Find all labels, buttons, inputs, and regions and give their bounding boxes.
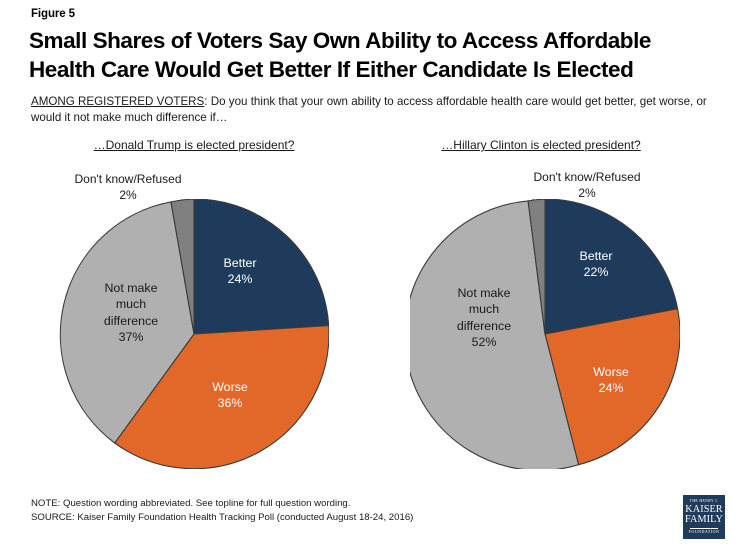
pie-chart-trump-svg — [59, 199, 329, 469]
question-subhead: AMONG REGISTERED VOTERS: Do you think th… — [31, 94, 713, 127]
slice-label-trump-no-difference-line2: much — [115, 297, 147, 312]
slice-label-clinton-no-difference: Not make much difference 52% — [436, 285, 532, 351]
slice-label-clinton-worse-value: 24% — [598, 381, 624, 396]
slice-label-clinton-no-difference-line3: difference — [456, 318, 512, 333]
slice-label-clinton-better-name: Better — [579, 249, 613, 263]
slice-label-clinton-better: Better 22% — [552, 248, 640, 281]
pie-slice-clinton-better — [544, 199, 679, 335]
slice-label-trump-better-name: Better — [223, 256, 257, 270]
slice-label-clinton-no-difference-line1: Not make — [457, 286, 511, 300]
dont-know-value-clinton: 2% — [578, 185, 596, 200]
logo-line-3: FAMILY — [685, 514, 723, 526]
logo-line-2: KAISER — [685, 503, 723, 515]
logo-divider — [690, 527, 718, 529]
slice-label-trump-worse: Worse 36% — [186, 379, 274, 412]
slice-label-clinton-no-difference-value: 52% — [471, 335, 497, 350]
slice-label-trump-worse-name: Worse — [212, 380, 248, 394]
pie-chart-clinton-svg — [410, 199, 680, 469]
logo-line-4: FOUNDATION — [688, 529, 720, 534]
source-text: SOURCE: Kaiser Family Foundation Health … — [31, 511, 414, 523]
slice-label-trump-no-difference-value: 37% — [118, 330, 144, 345]
pie-chart-clinton — [410, 199, 680, 469]
pie-slice-trump-better — [193, 199, 329, 335]
pie-slice-trump-worse — [113, 325, 329, 469]
footnotes: NOTE: Question wording abbreviated. See … — [31, 497, 413, 524]
slice-label-trump-no-difference: Not make much difference 37% — [83, 280, 179, 346]
panel-title-trump: …Donald Trump is elected president? — [93, 138, 295, 152]
pie-slice-trump-no-difference — [59, 201, 195, 444]
panel-title-clinton: …Hillary Clinton is elected president? — [441, 138, 641, 152]
question-text: : Do you think that your own ability to … — [31, 95, 707, 125]
pie-slice-clinton-dont-know — [527, 199, 546, 335]
pie-chart-trump — [59, 199, 329, 469]
slice-label-clinton-worse-name: Worse — [593, 365, 629, 379]
slice-label-trump-no-difference-line1: Not make — [104, 281, 158, 295]
dont-know-label-trump-text: Don't know/Refused — [74, 172, 182, 186]
slice-label-clinton-worse: Worse 24% — [567, 364, 655, 397]
dont-know-label-trump: Don't know/Refused 2% — [57, 172, 199, 203]
slice-label-trump-worse-value: 36% — [217, 396, 243, 411]
dont-know-value-trump: 2% — [119, 187, 137, 202]
slice-label-trump-better-value: 24% — [227, 272, 253, 287]
slice-label-trump-better: Better 24% — [196, 255, 284, 288]
slice-label-clinton-no-difference-line2: much — [468, 302, 500, 317]
among-registered-voters-label: AMONG REGISTERED VOTERS — [31, 95, 205, 108]
page-title: Small Shares of Voters Say Own Ability t… — [29, 28, 651, 83]
slice-label-trump-no-difference-line3: difference — [103, 313, 159, 328]
dont-know-label-clinton-text: Don't know/Refused — [533, 170, 641, 184]
kaiser-family-foundation-logo: THE HENRY J. KAISER FAMILY FOUNDATION — [683, 495, 725, 539]
pie-slice-clinton-worse — [544, 308, 680, 466]
logo-line-1: THE HENRY J. — [689, 498, 719, 503]
figure-label: Figure 5 — [31, 8, 75, 20]
dont-know-label-clinton: Don't know/Refused 2% — [516, 170, 658, 201]
note-text: NOTE: Question wording abbreviated. See … — [31, 498, 351, 509]
slice-label-clinton-better-value: 22% — [583, 265, 609, 280]
